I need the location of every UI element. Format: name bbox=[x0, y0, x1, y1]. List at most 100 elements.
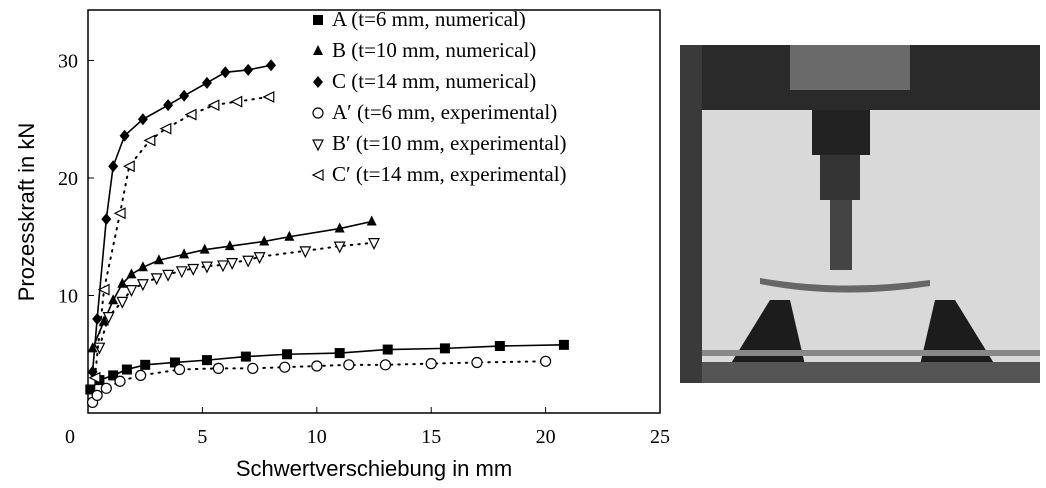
marker bbox=[240, 351, 251, 362]
marker bbox=[207, 99, 220, 112]
marker bbox=[259, 235, 270, 246]
marker bbox=[169, 357, 180, 368]
series bbox=[85, 339, 569, 395]
series-line bbox=[98, 241, 375, 349]
legend-label: C′ (t=14 mm, experimental) bbox=[332, 162, 567, 186]
marker bbox=[212, 362, 225, 374]
marker bbox=[199, 243, 210, 254]
marker bbox=[201, 76, 212, 89]
marker bbox=[92, 313, 103, 326]
marker bbox=[143, 134, 156, 147]
x-tick-label: 0 bbox=[65, 426, 75, 448]
marker bbox=[247, 362, 259, 374]
marker bbox=[137, 113, 148, 126]
marker bbox=[91, 389, 103, 401]
marker bbox=[159, 122, 172, 135]
marker bbox=[100, 382, 112, 394]
marker bbox=[282, 349, 293, 360]
photo bbox=[680, 45, 1040, 383]
series-line bbox=[93, 95, 270, 379]
marker bbox=[114, 375, 126, 387]
x-tick-label: 5 bbox=[197, 426, 207, 448]
marker bbox=[175, 266, 188, 279]
marker bbox=[93, 342, 106, 355]
marker bbox=[220, 66, 231, 79]
marker bbox=[97, 283, 110, 296]
x-tick-label: 15 bbox=[421, 426, 441, 448]
marker bbox=[313, 76, 323, 88]
marker bbox=[311, 169, 324, 181]
marker bbox=[119, 129, 130, 142]
marker bbox=[558, 339, 569, 350]
marker bbox=[162, 269, 175, 282]
marker bbox=[333, 241, 346, 254]
marker bbox=[279, 361, 291, 373]
legend-label: B (t=10 mm, numerical) bbox=[332, 38, 536, 62]
marker bbox=[313, 45, 323, 55]
series bbox=[93, 238, 380, 355]
marker bbox=[136, 279, 149, 292]
marker bbox=[125, 285, 138, 297]
marker bbox=[299, 246, 312, 259]
marker bbox=[368, 238, 380, 250]
marker bbox=[313, 15, 323, 25]
marker bbox=[99, 315, 110, 326]
marker bbox=[140, 359, 151, 370]
marker bbox=[471, 356, 483, 369]
marker bbox=[137, 261, 148, 272]
series bbox=[86, 355, 552, 409]
marker bbox=[224, 240, 235, 251]
series-line bbox=[89, 344, 565, 391]
marker bbox=[126, 268, 137, 279]
marker bbox=[242, 255, 255, 268]
marker bbox=[284, 230, 295, 241]
marker bbox=[312, 139, 324, 152]
marker bbox=[173, 363, 186, 376]
marker bbox=[108, 370, 119, 381]
marker bbox=[184, 108, 197, 121]
legend-label: B′ (t=10 mm, experimental) bbox=[332, 131, 567, 155]
legend-label: C (t=14 mm, numerical) bbox=[332, 69, 536, 93]
x-tick-label: 10 bbox=[307, 426, 327, 448]
marker bbox=[163, 99, 174, 112]
plot-frame bbox=[87, 9, 661, 414]
marker bbox=[311, 360, 323, 372]
marker bbox=[382, 344, 393, 355]
marker bbox=[122, 160, 135, 173]
marker bbox=[102, 312, 115, 324]
marker bbox=[108, 160, 119, 173]
marker bbox=[217, 260, 229, 273]
series bbox=[87, 215, 377, 353]
marker bbox=[243, 63, 254, 76]
marker bbox=[153, 254, 164, 265]
marker bbox=[439, 343, 450, 354]
marker bbox=[116, 296, 129, 309]
marker bbox=[201, 355, 212, 366]
legend-label: A (t=6 mm, numerical) bbox=[332, 7, 526, 31]
series bbox=[87, 59, 277, 378]
marker bbox=[539, 355, 552, 367]
marker bbox=[85, 384, 96, 395]
marker bbox=[113, 207, 126, 220]
marker bbox=[226, 258, 239, 270]
marker bbox=[230, 95, 243, 108]
marker bbox=[366, 215, 377, 226]
x-tick-label: 25 bbox=[650, 426, 670, 448]
y-axis-label: Prozesskraft in kN bbox=[14, 123, 39, 302]
marker bbox=[262, 90, 275, 103]
y-tick-label: 10 bbox=[58, 286, 78, 308]
marker bbox=[253, 252, 266, 265]
marker bbox=[312, 107, 324, 119]
marker bbox=[135, 369, 147, 382]
marker bbox=[88, 371, 101, 384]
marker bbox=[266, 59, 277, 72]
marker bbox=[379, 359, 392, 371]
y-tick-label: 30 bbox=[58, 51, 78, 73]
marker bbox=[117, 277, 128, 288]
x-tick-label: 20 bbox=[536, 426, 556, 448]
marker bbox=[121, 364, 132, 375]
marker bbox=[425, 358, 437, 370]
x-axis-label: Schwertverschiebung in mm bbox=[236, 456, 512, 481]
